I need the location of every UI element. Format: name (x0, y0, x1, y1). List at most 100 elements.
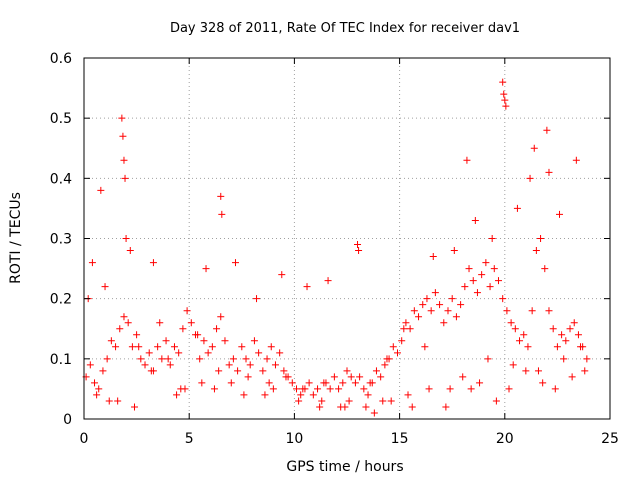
data-point (520, 331, 528, 339)
data-point (97, 186, 105, 194)
data-point (421, 343, 429, 351)
data-point (398, 337, 406, 345)
data-point (379, 397, 387, 405)
data-point (149, 259, 157, 267)
x-tick-label: 10 (285, 431, 303, 447)
data-point (377, 373, 385, 381)
data-point (360, 385, 368, 393)
data-point (282, 373, 290, 381)
x-tick-label: 15 (391, 431, 409, 447)
data-point (528, 307, 536, 315)
data-point (566, 325, 574, 333)
data-point (217, 192, 225, 200)
data-point (425, 385, 433, 393)
data-point (187, 319, 195, 327)
data-point (335, 385, 343, 393)
data-point (210, 385, 218, 393)
data-point (202, 265, 210, 273)
data-point (105, 397, 113, 405)
data-point (402, 319, 410, 327)
data-point (393, 349, 401, 357)
data-point (122, 235, 130, 242)
x-tick-label: 0 (80, 431, 89, 447)
data-point (442, 403, 450, 411)
data-point (179, 325, 187, 333)
data-point (91, 379, 99, 387)
data-point (482, 259, 490, 267)
data-point (560, 355, 568, 363)
grid (84, 58, 610, 419)
data-point (383, 355, 391, 363)
data-point (400, 325, 408, 333)
data-point (351, 379, 359, 387)
data-point (183, 307, 191, 315)
data-point (387, 397, 395, 405)
data-point (320, 379, 328, 387)
data-point (175, 349, 183, 357)
data-point (112, 343, 120, 351)
y-axis-label: ROTI / TECUs (8, 192, 24, 284)
data-point (198, 379, 206, 387)
data-point (217, 313, 225, 321)
data-point (526, 174, 534, 182)
data-point (130, 403, 138, 411)
data-point (225, 361, 233, 369)
data-point (431, 289, 439, 297)
data-point (299, 385, 307, 393)
data-point (116, 325, 124, 333)
data-point (200, 337, 208, 345)
data-point (278, 271, 286, 279)
data-point (196, 355, 204, 363)
data-point (516, 337, 524, 345)
data-point (231, 259, 239, 267)
data-point (355, 247, 363, 255)
data-point (147, 367, 155, 375)
data-point (486, 283, 494, 291)
data-point (452, 313, 460, 321)
data-point (280, 367, 288, 375)
data-point (513, 204, 521, 212)
data-point (572, 156, 580, 164)
data-point (293, 385, 301, 393)
data-point (297, 391, 305, 399)
data-point (267, 343, 275, 351)
data-point (238, 343, 246, 351)
x-tick-label: 25 (601, 431, 619, 447)
data-point (551, 385, 559, 393)
data-point (173, 391, 181, 399)
data-point (444, 307, 452, 315)
data-point (502, 102, 510, 110)
data-point (103, 355, 111, 363)
data-point (500, 90, 508, 98)
data-point (244, 373, 252, 381)
y-tick-label: 0.5 (50, 111, 72, 127)
data-points (82, 78, 591, 417)
y-tick-label: 0.3 (50, 232, 72, 248)
y-tick-label: 0 (63, 412, 72, 428)
data-point (265, 379, 273, 387)
data-point (124, 319, 132, 327)
data-point (120, 313, 128, 321)
data-point (343, 367, 351, 375)
data-point (324, 277, 332, 285)
data-point (511, 325, 519, 333)
data-point (478, 271, 486, 279)
data-point (381, 361, 389, 369)
data-point (318, 397, 326, 405)
data-point (410, 307, 418, 315)
data-point (448, 295, 456, 303)
data-point (364, 391, 372, 399)
data-point (389, 343, 397, 351)
data-point (253, 295, 261, 303)
data-point (215, 367, 223, 375)
data-point (234, 367, 242, 375)
data-point (221, 337, 229, 345)
data-point (570, 319, 578, 327)
data-point (93, 391, 101, 399)
data-point (88, 259, 96, 267)
data-point (141, 361, 149, 369)
data-point (229, 355, 237, 363)
data-point (95, 385, 103, 393)
data-point (505, 385, 513, 393)
data-point (427, 307, 435, 315)
